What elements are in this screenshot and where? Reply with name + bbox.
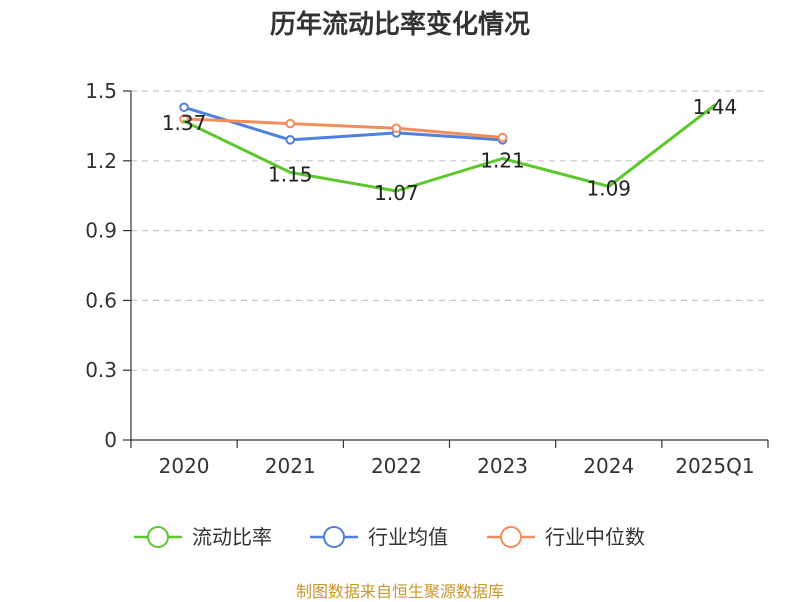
series-line	[182, 117, 505, 139]
y-tick-label: 0.9	[85, 219, 117, 243]
y-tick-label: 0	[104, 428, 117, 452]
x-tick-label: 2024	[583, 454, 634, 478]
series-point[interactable]	[497, 132, 508, 143]
grid-lines	[131, 90, 768, 371]
data-label: 1.44	[693, 95, 738, 119]
legend-label: 行业中位数	[545, 525, 645, 549]
legend-item[interactable]: 行业均值	[310, 525, 448, 549]
y-tick-label: 1.2	[85, 149, 117, 173]
legend[interactable]: 流动比率 行业均值 行业中位数	[134, 525, 645, 549]
legend-item[interactable]: 行业中位数	[487, 525, 645, 549]
data-label: 1.37	[162, 111, 207, 135]
data-labels: 1.37 1.15 1.07 1.21 1.09 1.44	[162, 95, 737, 205]
y-tick-label: 0.6	[85, 288, 117, 312]
x-tick-label: 2022	[371, 454, 422, 478]
y-tick-label: 1.5	[85, 79, 117, 103]
data-label: 1.15	[268, 162, 313, 186]
legend-swatch-marker	[147, 526, 169, 548]
legend-swatch-marker	[323, 526, 345, 548]
legend-swatch-marker	[500, 526, 522, 548]
x-tick-label: 2025Q1	[675, 454, 754, 478]
series-point[interactable]	[179, 102, 189, 113]
data-label: 1.09	[586, 176, 631, 200]
series-point[interactable]	[285, 135, 296, 145]
chart-title: 历年流动比率变化情况	[269, 10, 530, 40]
x-tick-label: 2023	[477, 454, 528, 478]
series-point[interactable]	[391, 123, 402, 134]
series-lines	[179, 102, 717, 193]
legend-label: 行业均值	[368, 525, 448, 549]
axes: 0 0.3 0.6 0.9 1.2 1.5 2020 2021 2022 2023 2024 2025…	[85, 79, 769, 478]
y-tick-label: 0.3	[85, 358, 117, 382]
series-line	[182, 103, 717, 193]
series-line	[182, 105, 505, 142]
legend-label: 流动比率	[192, 525, 272, 549]
source-note: 制图数据来自恒生聚源数据库	[295, 582, 504, 601]
legend-item[interactable]: 流动比率	[134, 525, 272, 549]
data-label: 1.07	[374, 181, 419, 205]
data-label: 1.21	[480, 148, 525, 172]
series-point[interactable]	[285, 118, 296, 129]
x-tick-label: 2021	[265, 454, 316, 478]
x-tick-label: 2020	[159, 454, 210, 478]
